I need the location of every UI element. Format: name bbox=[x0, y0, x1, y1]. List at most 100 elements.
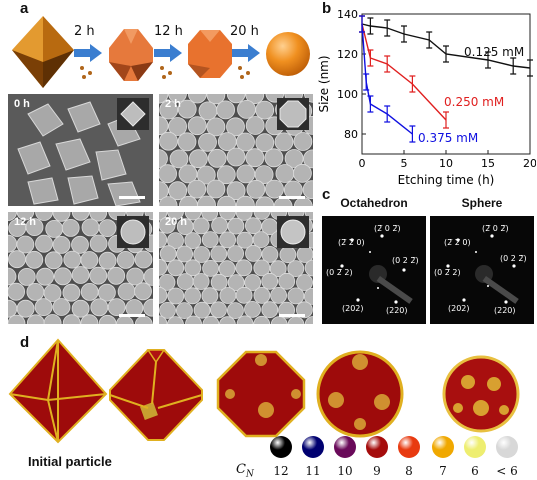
legend-label-0125: 0.125 mM bbox=[464, 45, 524, 59]
arrow-icon bbox=[232, 44, 260, 62]
miller-index: (2̅ 2̅ 0) bbox=[444, 238, 471, 247]
miller-index: (2̅ 0 2̅) bbox=[374, 224, 401, 233]
miller-index: (0 2 2̅) bbox=[392, 256, 419, 265]
cn-swatch bbox=[302, 436, 324, 458]
miller-index: (0 2 2̅) bbox=[500, 254, 527, 263]
scale-bar bbox=[119, 196, 145, 199]
legend-label-0250: 0.250 mM bbox=[444, 95, 504, 109]
cn-value: 8 bbox=[405, 464, 413, 478]
cn-axis-main: C bbox=[236, 462, 246, 477]
cn-value: 10 bbox=[337, 464, 353, 478]
cn-axis-sub: N bbox=[245, 469, 254, 480]
y-axis-label: Size (nm) bbox=[317, 55, 331, 112]
sem-image-2h: 2 h bbox=[159, 94, 313, 206]
sem-inset-0h bbox=[117, 98, 149, 130]
cn-value: 6 bbox=[471, 464, 479, 478]
sem-inset-12h bbox=[117, 216, 149, 248]
octahedron-schematic bbox=[12, 16, 74, 88]
etched-particle-model-1 bbox=[109, 349, 203, 441]
miller-index: (0 2̅ 2) bbox=[434, 268, 461, 277]
miller-index: (2̅ 2̅ 0) bbox=[338, 238, 365, 247]
panel-label-b: b bbox=[322, 0, 332, 17]
diffraction-sphere: Sphere (2̅ 2̅ 0) (2̅ 0 2̅) (0 2̅ 2) (0 2… bbox=[430, 196, 534, 324]
error-bar bbox=[443, 45, 449, 63]
error-bar bbox=[367, 49, 374, 67]
sem-label-2h: 2 h bbox=[165, 98, 181, 110]
diffraction-title-sphere: Sphere bbox=[461, 196, 503, 210]
scale-bar bbox=[119, 314, 145, 317]
miller-index: (202) bbox=[448, 304, 470, 313]
size-vs-time-chart: 0 5 10 15 20 80 100 120 140 Size (nm) Etching ti… bbox=[317, 8, 536, 187]
cn-value: 11 bbox=[305, 464, 321, 478]
panel-label-d: d bbox=[20, 334, 30, 351]
etched-particle-model-2 bbox=[216, 350, 306, 438]
cn-value: < 6 bbox=[496, 464, 518, 478]
cn-value: 9 bbox=[373, 464, 381, 478]
error-bar bbox=[409, 75, 416, 93]
legend-label-0375: 0.375 mM bbox=[418, 131, 478, 145]
sem-label-0h: 0 h bbox=[14, 98, 30, 110]
error-bar bbox=[363, 73, 370, 91]
cn-swatch bbox=[496, 436, 518, 458]
panel-label-a: a bbox=[20, 0, 29, 17]
y-tick-label: 120 bbox=[337, 48, 358, 61]
x-tick-label: 5 bbox=[401, 157, 408, 170]
diffraction-title-octahedron: Octahedron bbox=[340, 196, 408, 210]
sem-label-12h: 12 h bbox=[14, 216, 37, 228]
cn-swatch bbox=[366, 436, 388, 458]
error-bar bbox=[384, 55, 391, 73]
miller-index: (202) bbox=[342, 304, 364, 313]
sem-image-0h: 0 h bbox=[8, 94, 153, 206]
arrow-icon bbox=[74, 44, 102, 62]
x-tick-label: 0 bbox=[359, 157, 366, 170]
particle-debris-icon bbox=[238, 66, 250, 79]
miller-index: (220) bbox=[386, 306, 408, 315]
cn-swatch bbox=[432, 436, 454, 458]
error-bar bbox=[443, 111, 449, 129]
sem-image-20h: 20 h bbox=[159, 212, 313, 324]
cn-value: 7 bbox=[439, 464, 447, 478]
y-tick-label: 140 bbox=[337, 8, 358, 21]
cn-axis-label: CN bbox=[236, 462, 254, 480]
cn-swatch bbox=[334, 436, 356, 458]
sphere-schematic bbox=[266, 32, 310, 76]
arrow-icon bbox=[154, 44, 182, 62]
sem-image-12h: 12 h bbox=[8, 212, 153, 324]
etched-particle-model-4 bbox=[442, 355, 520, 433]
x-tick-label: 15 bbox=[481, 157, 495, 170]
diffraction-octahedron: Octahedron (2̅ 2̅ 0) (2̅ 0 2̅) (0 2̅ 2) … bbox=[322, 196, 426, 324]
error-bar bbox=[384, 105, 391, 123]
truncated-octahedron-schematic bbox=[109, 29, 153, 81]
sem-inset-2h bbox=[277, 98, 309, 130]
step-label-2h: 2 h bbox=[74, 24, 95, 39]
error-bar bbox=[485, 51, 491, 69]
rounded-particle-schematic bbox=[188, 30, 232, 78]
error-bar bbox=[367, 95, 374, 113]
particle-debris-icon bbox=[160, 66, 172, 79]
initial-particle-label: Initial particle bbox=[28, 454, 112, 469]
x-axis-label: Etching time (h) bbox=[398, 173, 495, 187]
y-tick-label: 100 bbox=[337, 88, 358, 101]
step-label-20h: 20 h bbox=[230, 24, 259, 39]
cn-swatch bbox=[464, 436, 486, 458]
scale-bar bbox=[279, 314, 305, 317]
error-bar bbox=[401, 25, 407, 43]
step-label-12h: 12 h bbox=[154, 24, 183, 39]
miller-index: (2̅ 0 2̅) bbox=[482, 224, 509, 233]
miller-index: (0 2̅ 2) bbox=[326, 268, 353, 277]
particle-debris-icon bbox=[80, 66, 92, 79]
initial-particle-model bbox=[8, 338, 108, 444]
cn-value: 12 bbox=[273, 464, 289, 478]
error-bar bbox=[359, 15, 365, 33]
miller-index: (220) bbox=[494, 306, 516, 315]
error-bar bbox=[409, 125, 416, 143]
panel-label-c: c bbox=[322, 186, 331, 203]
etched-particle-model-3 bbox=[316, 350, 404, 438]
x-tick-label: 10 bbox=[439, 157, 453, 170]
y-tick-label: 80 bbox=[344, 128, 358, 141]
scale-bar bbox=[279, 196, 305, 199]
error-bar bbox=[426, 31, 433, 49]
error-bar bbox=[510, 57, 517, 75]
error-bar bbox=[384, 19, 391, 37]
cn-swatch bbox=[398, 436, 420, 458]
